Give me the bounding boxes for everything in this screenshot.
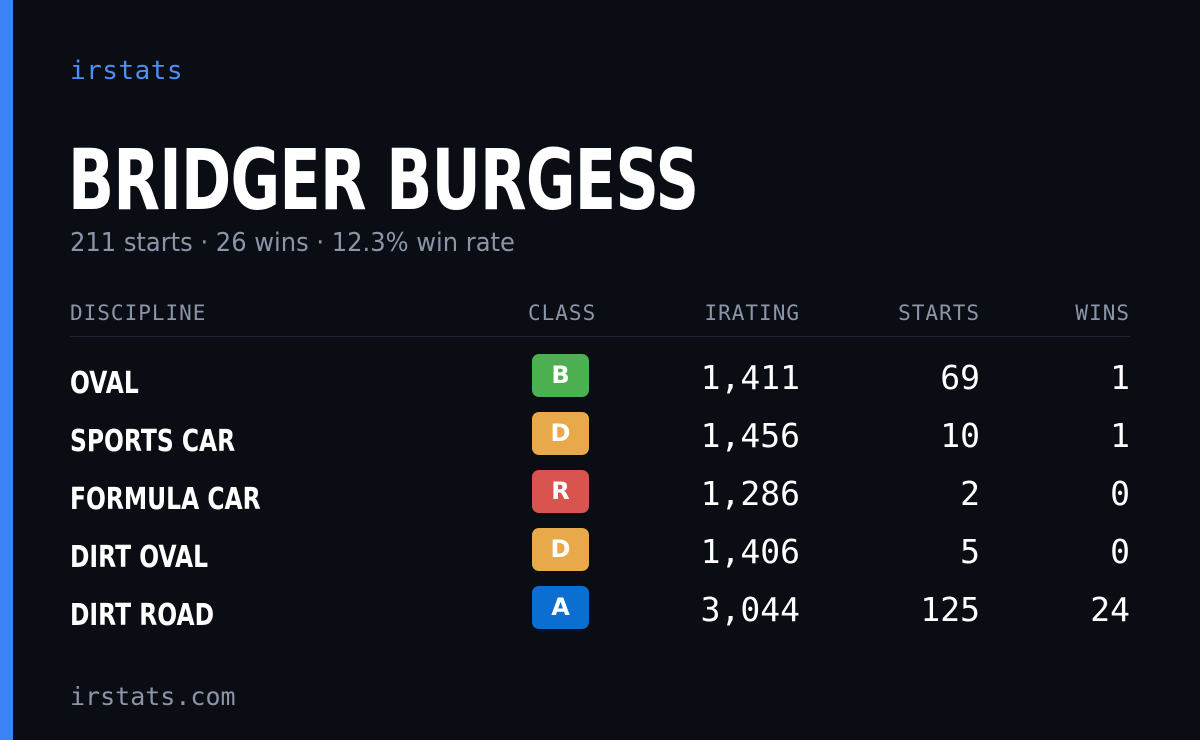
header-starts: STARTS [898,301,980,325]
class-badge: A [532,586,589,629]
row-wins: 1 [1110,416,1130,455]
row-discipline: OVAL [70,366,139,401]
brand-logo: irstats [70,56,184,86]
table-row: DIRT OVAL D 1,406 5 0 [70,526,1130,584]
row-discipline: FORMULA CAR [70,482,261,517]
row-discipline: DIRT ROAD [70,598,215,633]
class-badge: R [532,470,589,513]
footer-url: irstats.com [70,682,236,711]
row-wins: 0 [1110,474,1130,513]
row-starts: 69 [940,358,980,397]
accent-bar [0,0,13,740]
row-starts: 125 [920,590,980,629]
header-irating: IRATING [704,301,800,325]
header-discipline: DISCIPLINE [70,301,207,325]
row-irating: 1,286 [700,474,800,513]
driver-name: BRIDGER BURGESS [68,131,699,229]
table-header: DISCIPLINE CLASS IRATING STARTS WINS [70,300,1130,337]
row-irating: 1,411 [700,358,800,397]
class-badge: D [532,528,589,571]
row-irating: 1,406 [700,532,800,571]
table-row: SPORTS CAR D 1,456 10 1 [70,410,1130,468]
stats-table: OVAL B 1,411 69 1 SPORTS CAR D 1,456 10 … [70,352,1130,642]
class-badge: B [532,354,589,397]
row-starts: 5 [960,532,980,571]
driver-summary: 211 starts · 26 wins · 12.3% win rate [70,228,515,258]
class-badge: D [532,412,589,455]
row-starts: 2 [960,474,980,513]
table-row: FORMULA CAR R 1,286 2 0 [70,468,1130,526]
table-row: OVAL B 1,411 69 1 [70,352,1130,410]
row-discipline: DIRT OVAL [70,540,209,575]
row-irating: 3,044 [700,590,800,629]
table-row: DIRT ROAD A 3,044 125 24 [70,584,1130,642]
row-wins: 24 [1090,590,1130,629]
row-irating: 1,456 [700,416,800,455]
header-wins: WINS [1075,301,1130,325]
row-wins: 1 [1110,358,1130,397]
row-wins: 0 [1110,532,1130,571]
row-starts: 10 [940,416,980,455]
row-discipline: SPORTS CAR [70,424,236,459]
header-class: CLASS [528,301,597,325]
